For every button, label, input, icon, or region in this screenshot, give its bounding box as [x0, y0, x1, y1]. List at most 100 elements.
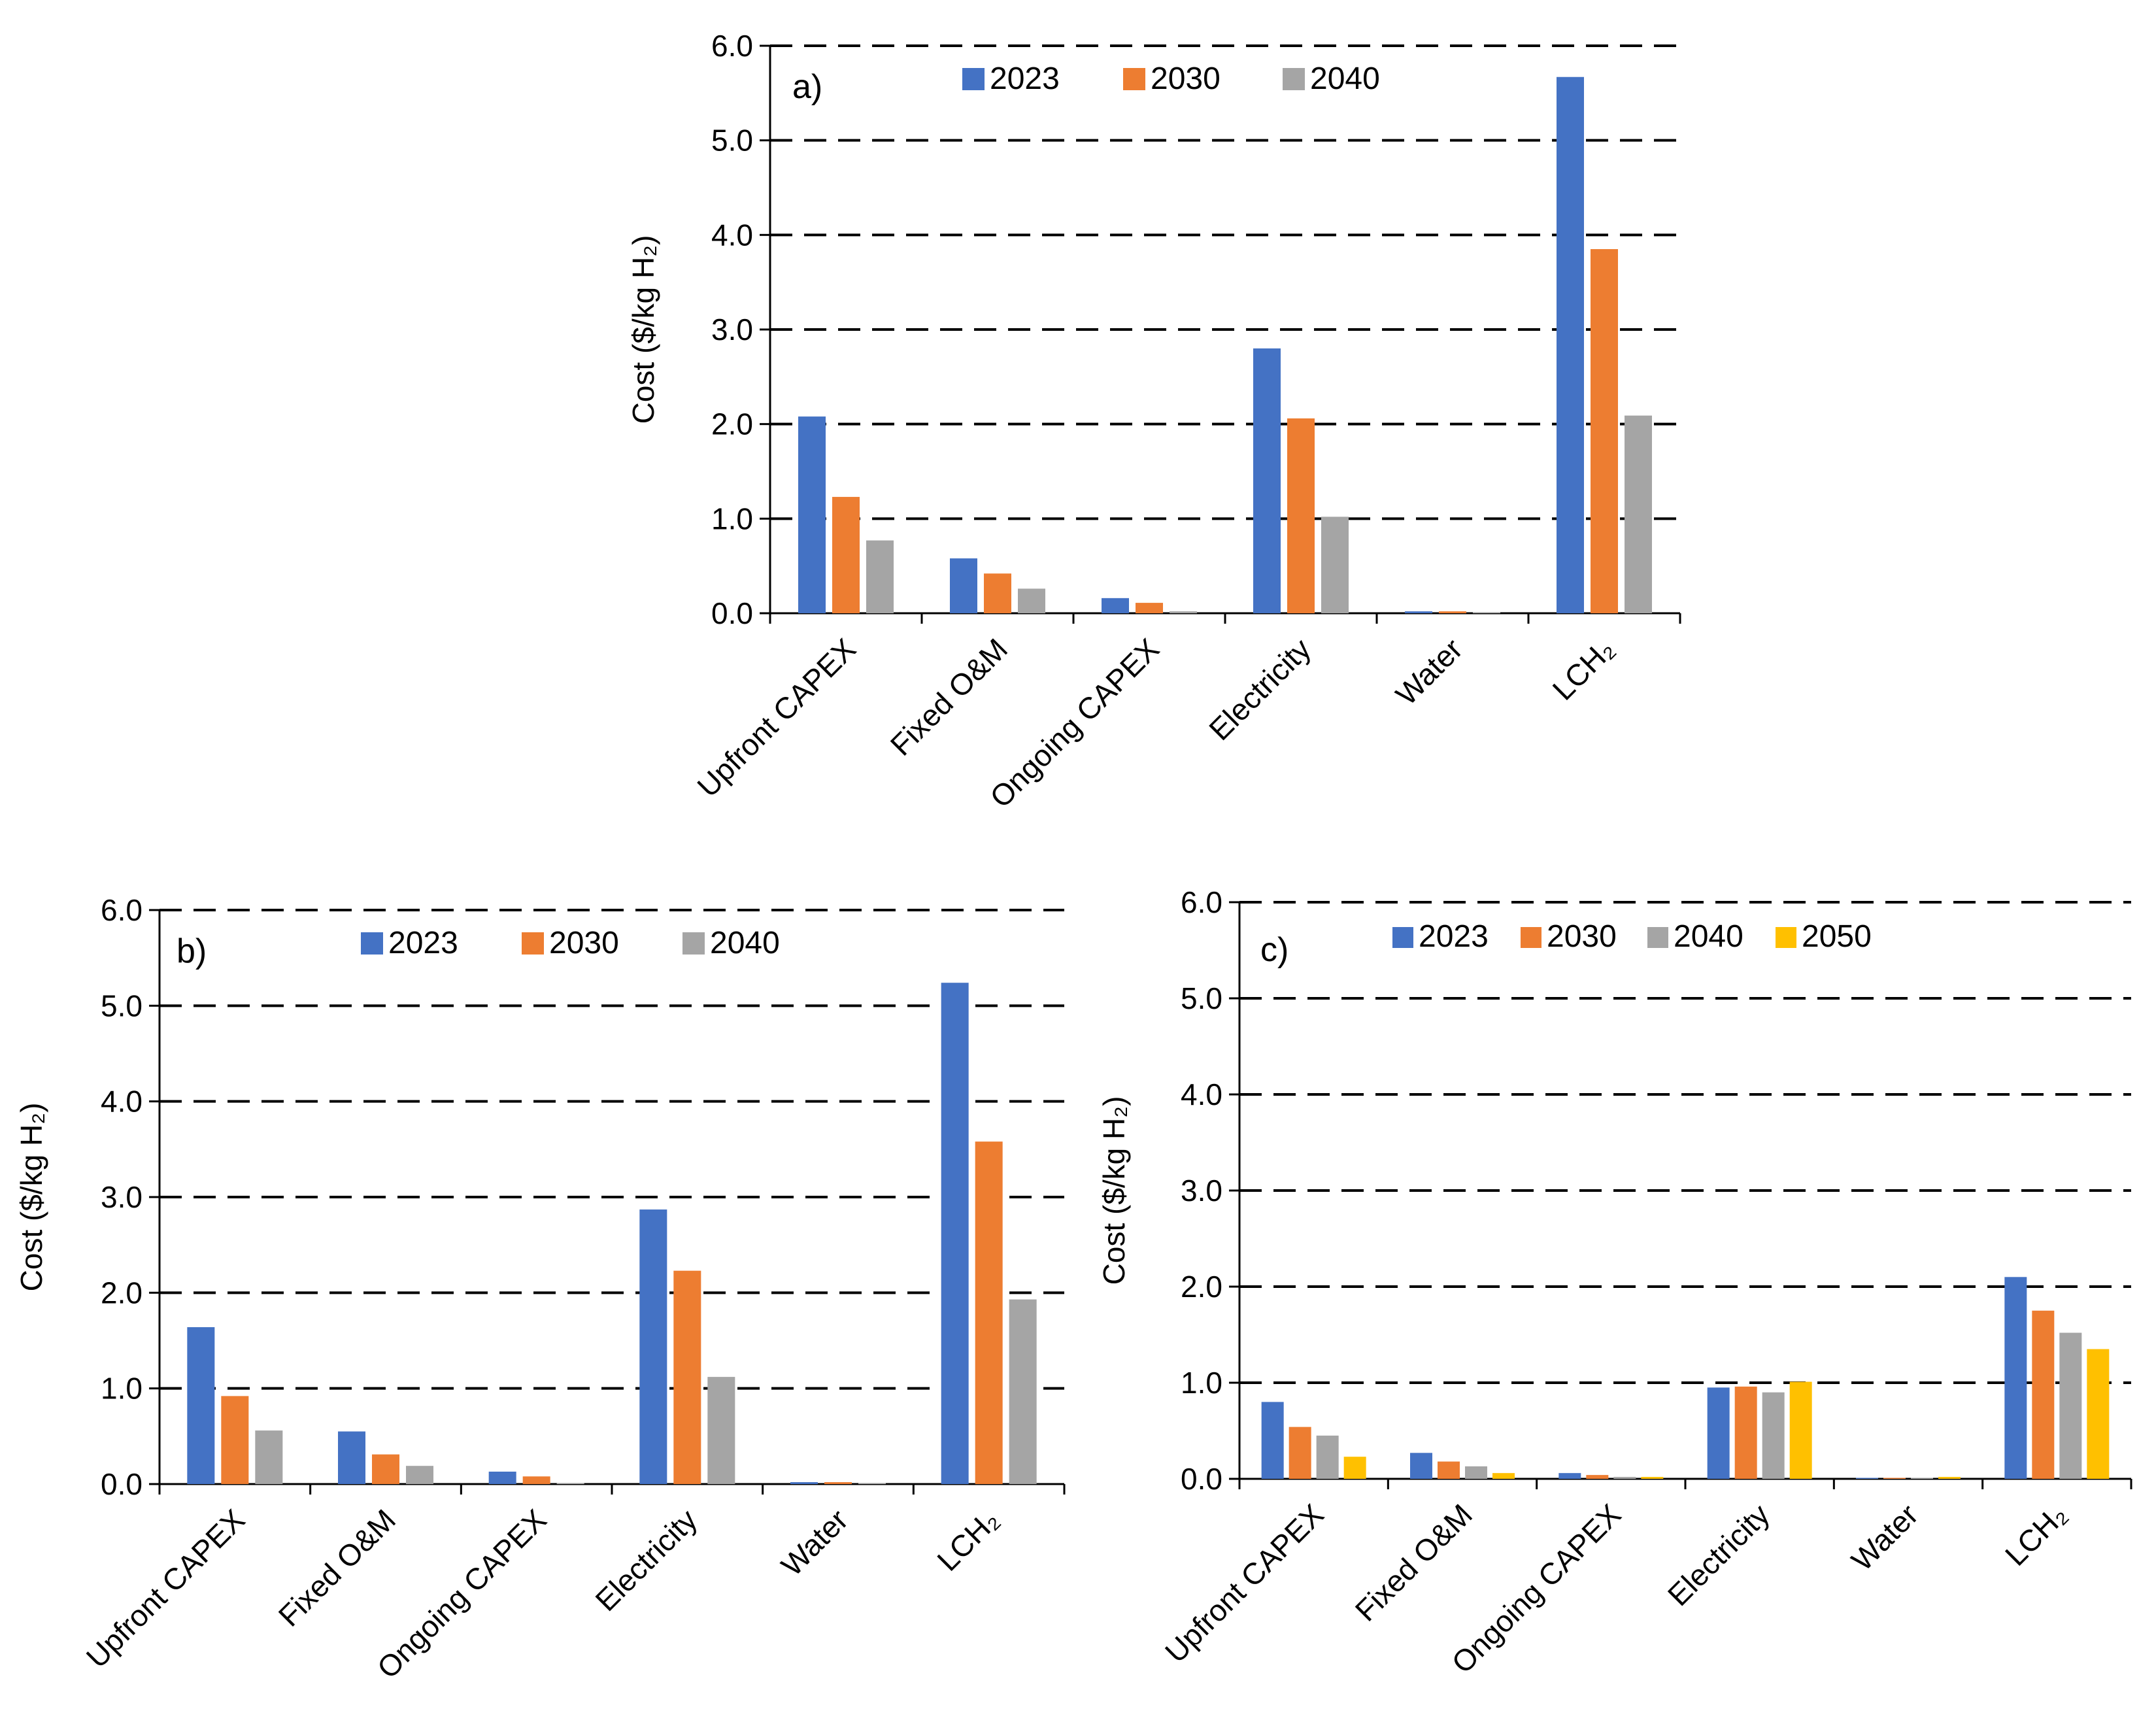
legend-label-2040: 2040	[710, 926, 780, 960]
y-tick-label: 5.0	[711, 124, 753, 158]
bar-2050-upfront-capex	[1343, 1457, 1366, 1479]
bar-2030-water	[1883, 1478, 1906, 1479]
legend-swatch-2023	[361, 932, 383, 955]
bar-2023-upfront-capex	[1261, 1402, 1284, 1479]
bar-2030-electricity	[1287, 418, 1315, 613]
y-tick-label: 3.0	[1181, 1174, 1222, 1208]
y-tick-label: 5.0	[101, 989, 143, 1023]
bar-2023-upfront-capex	[187, 1327, 215, 1484]
y-tick-label: 0.0	[101, 1467, 143, 1501]
legend-label-2023: 2023	[1419, 919, 1489, 954]
y-axis-title: Cost ($/kg H₂)	[1097, 1096, 1131, 1285]
bar-2040-fixed-o-m	[406, 1466, 433, 1484]
bar-2030-fixed-o-m	[984, 573, 1011, 613]
legend-swatch-2030	[1521, 927, 1541, 948]
x-category-label: Upfront CAPEX	[80, 1502, 252, 1674]
bar-2040-lch-	[2059, 1332, 2082, 1479]
legend-label-2023: 2023	[388, 926, 458, 960]
legend-label-2040: 2040	[1310, 61, 1380, 96]
x-category-label: Upfront CAPEX	[1158, 1497, 1330, 1669]
bar-2023-water	[790, 1482, 818, 1484]
bar-2040-ongoing-capex	[1613, 1477, 1636, 1479]
legend-swatch-2023	[1392, 927, 1413, 948]
y-tick-label: 2.0	[1181, 1270, 1222, 1304]
legend-label-2030: 2030	[549, 926, 619, 960]
bar-2040-ongoing-capex	[1170, 611, 1197, 613]
y-tick-label: 5.0	[1181, 981, 1222, 1015]
bar-2030-electricity	[1734, 1386, 1757, 1479]
bar-2023-ongoing-capex	[1102, 598, 1129, 613]
chart-panel-a: 0.0 1.0 2.0 3.0 4.0 5.0 6.0 Upfront CAPEX Fixed …	[626, 29, 1681, 814]
y-tick-label: 3.0	[101, 1180, 143, 1214]
bar-2050-water	[1938, 1477, 1961, 1479]
y-tick-label: 6.0	[1181, 885, 1222, 919]
legend-label-2040: 2040	[1674, 919, 1743, 954]
bar-2040-electricity	[707, 1377, 735, 1484]
bar-2023-fixed-o-m	[338, 1431, 365, 1484]
y-tick-label: 4.0	[1181, 1077, 1222, 1111]
bar-2040-water	[1911, 1478, 1933, 1479]
y-tick-label: 6.0	[101, 893, 143, 927]
y-tick-label: 1.0	[711, 501, 753, 535]
x-category-label: LCH₂	[930, 1502, 1005, 1577]
bar-2040-electricity	[1321, 516, 1349, 613]
x-category-label: Water	[1389, 632, 1469, 711]
bar-2040-water	[858, 1483, 886, 1484]
bar-2050-ongoing-capex	[1641, 1477, 1664, 1479]
y-tick-label: 4.0	[711, 218, 753, 252]
bar-2030-upfront-capex	[832, 497, 860, 613]
legend-label-2030: 2030	[1151, 61, 1221, 96]
x-category-label: Electricity	[588, 1502, 703, 1617]
legend-label-2030: 2030	[1547, 919, 1617, 954]
y-tick-label: 6.0	[711, 29, 753, 63]
bar-2040-upfront-capex	[1316, 1435, 1339, 1479]
panel-label: b)	[177, 932, 207, 970]
bar-2040-fixed-o-m	[1018, 588, 1045, 613]
y-axis-title: Cost ($/kg H₂)	[14, 1103, 48, 1292]
y-tick-label: 0.0	[1181, 1462, 1222, 1496]
bar-2040-upfront-capex	[866, 540, 894, 613]
legend-swatch-2040	[682, 932, 705, 955]
bar-2050-electricity	[1789, 1381, 1812, 1479]
y-tick-label: 4.0	[101, 1085, 143, 1119]
x-category-label: LCH₂	[1998, 1497, 2073, 1572]
bar-2030-water	[1439, 611, 1466, 613]
legend-label-2023: 2023	[990, 61, 1060, 96]
bar-2023-electricity	[639, 1209, 667, 1484]
bar-2023-water	[1405, 611, 1432, 613]
bar-2030-upfront-capex	[221, 1396, 249, 1484]
bar-2023-ongoing-capex	[1558, 1473, 1581, 1479]
legend-label-2050: 2050	[1802, 919, 1872, 954]
bar-2023-water	[1856, 1478, 1878, 1479]
bar-2023-electricity	[1707, 1387, 1730, 1479]
legend-swatch-2040	[1647, 927, 1668, 948]
bar-2030-upfront-capex	[1289, 1427, 1311, 1479]
legend-swatch-2023	[962, 68, 985, 90]
bar-2023-ongoing-capex	[488, 1471, 516, 1484]
bar-2030-lch-	[1591, 249, 1618, 613]
bar-2040-upfront-capex	[255, 1430, 283, 1484]
x-category-label: Upfront CAPEX	[690, 632, 862, 803]
bar-2030-lch-	[2032, 1310, 2055, 1479]
bar-2050-fixed-o-m	[1492, 1473, 1515, 1479]
bar-2023-lch-	[941, 983, 969, 1484]
y-tick-label: 2.0	[711, 407, 753, 441]
legend-swatch-2050	[1776, 927, 1796, 948]
bar-2040-lch-	[1625, 415, 1652, 613]
y-tick-label: 1.0	[101, 1372, 143, 1406]
bar-2030-ongoing-capex	[1136, 603, 1163, 613]
bar-2023-lch-	[1557, 76, 1584, 614]
y-tick-label: 2.0	[101, 1276, 143, 1310]
panel-label: a)	[792, 68, 822, 106]
x-category-label: Fixed O&M	[272, 1502, 402, 1632]
y-tick-label: 0.0	[711, 596, 753, 630]
x-category-label: Fixed O&M	[1349, 1497, 1479, 1627]
bar-2030-electricity	[673, 1270, 701, 1484]
panel-label: c)	[1260, 931, 1289, 969]
bar-2030-water	[824, 1482, 852, 1484]
bar-2030-fixed-o-m	[372, 1454, 399, 1484]
bar-2023-upfront-capex	[798, 416, 826, 613]
legend-swatch-2040	[1283, 68, 1305, 90]
bar-2030-ongoing-capex	[1586, 1475, 1609, 1479]
